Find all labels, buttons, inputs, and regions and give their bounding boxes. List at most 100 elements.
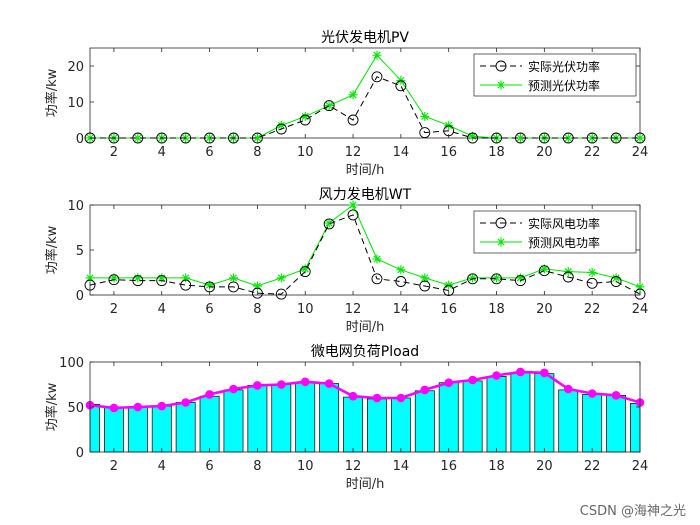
pv-ytick-label: 0 — [76, 132, 84, 147]
wt-point-actual — [204, 281, 216, 293]
load-bar — [462, 380, 483, 453]
wt-point-actual — [299, 266, 311, 278]
load-load-point — [611, 391, 621, 400]
wt-point-actual — [228, 281, 239, 293]
pv-point-actual — [323, 100, 335, 112]
wt-point-forecast — [635, 282, 645, 292]
load-load-point — [372, 393, 382, 403]
pv-point-actual — [84, 132, 96, 144]
load-xtick-label: 22 — [584, 459, 601, 474]
load-load-point — [109, 403, 119, 413]
wt-point-forecast — [587, 268, 597, 277]
load-load-point — [277, 380, 286, 389]
pv-point-forecast — [324, 101, 334, 111]
wt-series-line-actual — [89, 214, 641, 295]
wt-point-forecast-stroke — [612, 274, 620, 282]
wt-point-actual — [491, 273, 502, 285]
load-bar — [606, 394, 627, 453]
load-bar — [414, 390, 435, 453]
wt-ytick-label: 0 — [76, 289, 84, 304]
load-xtick-label: 12 — [345, 459, 362, 474]
pv-point-actual — [419, 127, 431, 139]
load-xtick-label: 18 — [488, 459, 505, 474]
pv-ylabel: 功率/kw — [44, 68, 60, 117]
wt-legend-marker-actual — [495, 217, 507, 229]
load-bar — [343, 396, 363, 453]
load-xtick-label: 4 — [158, 459, 166, 474]
wt-xtick-label: 24 — [632, 302, 649, 317]
load-load-point — [444, 378, 453, 388]
load-bar — [247, 385, 268, 453]
wt-point-forecast — [181, 273, 191, 283]
pv-xtick-label: 2 — [110, 145, 118, 160]
wt-xtick-label: 16 — [440, 302, 457, 317]
wt-xtick-label: 12 — [345, 302, 362, 317]
load-load-point — [563, 384, 573, 394]
wt-point-forecast-stroke — [253, 282, 261, 290]
load-bar — [127, 406, 148, 453]
pv-point-forecast-stroke — [516, 134, 524, 142]
pv-point-forecast-stroke — [421, 112, 429, 120]
pv-point-forecast-stroke — [301, 112, 309, 120]
wt-chart: 2 4 6 8 10 12 14 16 18 20 22 240510风力发电机WT时间/h功率/kw… — [44, 187, 648, 335]
pv-legend-label: 实际光伏功率 — [528, 59, 600, 74]
load-bar — [534, 373, 555, 453]
wt-ytick-label: 10 — [67, 199, 84, 214]
load-load-point — [133, 402, 143, 412]
wt-point-actual — [251, 287, 263, 299]
pv-point-forecast-stroke — [636, 134, 644, 142]
wt-xtick-label: 18 — [488, 302, 505, 317]
load-ytick-label: 0 — [76, 446, 84, 461]
load-xtick-label: 14 — [393, 459, 410, 474]
wt-point-forecast-stroke — [277, 274, 285, 282]
wt-xtick-label: 22 — [584, 302, 601, 317]
wt-point-forecast-stroke — [86, 274, 94, 282]
wt-xlabel: 时间/h — [346, 320, 385, 335]
wt-point-actual — [562, 271, 574, 283]
wt-point-forecast — [468, 273, 478, 283]
wt-point-forecast-stroke — [588, 268, 596, 277]
pv-point-actual — [108, 132, 120, 144]
pv-point-actual — [491, 132, 502, 144]
wt-ylabel: 功率/kw — [44, 225, 60, 274]
wt-xtick-label: 20 — [536, 302, 553, 317]
wt-point-actual — [275, 288, 287, 300]
load-bar — [390, 397, 411, 453]
pv-point-actual — [395, 80, 407, 92]
load-bar — [582, 394, 603, 453]
load-load-point — [253, 381, 262, 390]
load-load-point — [516, 367, 525, 377]
pv-point-forecast-stroke — [134, 134, 142, 142]
wt-legend-marker-forecast-stroke — [497, 238, 505, 246]
pv-point-actual — [586, 132, 598, 144]
load-load-point — [468, 375, 477, 385]
wt-xtick-label: 2 — [110, 302, 118, 317]
load-bar — [223, 389, 244, 453]
pv-point-actual — [204, 132, 216, 144]
load-load-point — [229, 384, 238, 394]
pv-point-actual — [514, 132, 526, 144]
load-load-point — [348, 391, 358, 401]
wt-point-actual — [323, 218, 335, 230]
pv-point-actual — [443, 125, 455, 137]
wt-point-forecast — [348, 200, 358, 210]
pv-xlabel: 时间/h — [346, 163, 385, 178]
load-ytick-label: 100 — [59, 356, 84, 371]
wt-point-actual — [467, 273, 479, 285]
load-xtick-label: 2 — [110, 459, 118, 474]
load-bar — [295, 381, 316, 453]
load-axes-box — [89, 361, 641, 453]
load-bar — [558, 389, 579, 453]
wt-point-actual — [395, 276, 407, 287]
pv-xtick-label: 10 — [297, 145, 314, 160]
load-bar — [199, 395, 220, 453]
pv-xtick-label: 6 — [205, 145, 213, 160]
pv-chart: 2 4 6 8 10 12 14 16 18 20 22 2401020光伏发电机PV时间/h功率/k… — [44, 30, 648, 178]
pv-point-forecast — [348, 90, 358, 100]
wt-point-forecast — [492, 273, 502, 283]
pv-point-actual — [299, 114, 311, 126]
load-bar — [175, 402, 196, 453]
wt-point-actual — [156, 275, 168, 287]
pv-xtick-label: 12 — [345, 145, 362, 160]
load-bar — [510, 372, 531, 453]
